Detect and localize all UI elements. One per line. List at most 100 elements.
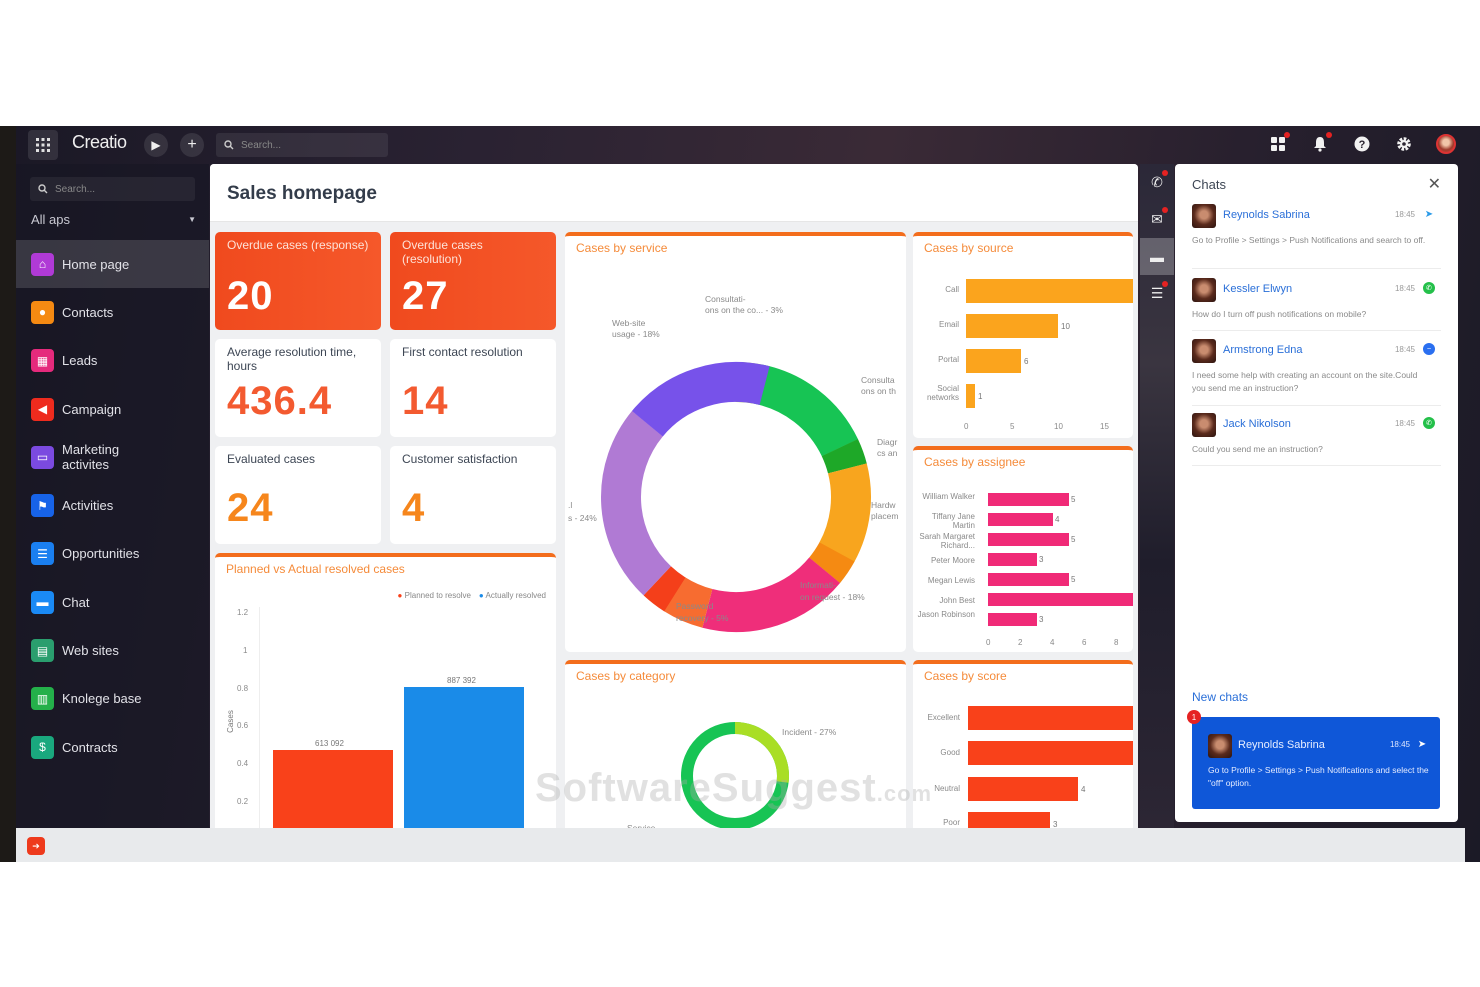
sidebar-item-label: Campaign [62, 401, 122, 417]
sidebar-item-marketing-activities[interactable]: ▭ Marketing activites [16, 433, 209, 481]
bar-excellent[interactable] [968, 706, 1133, 730]
svg-text:Hardw: Hardw [871, 500, 896, 510]
bar-social[interactable] [966, 384, 975, 408]
svg-text:Consultati-: Consultati- [705, 294, 746, 304]
feed-button[interactable]: ☰ [1140, 275, 1174, 312]
apps-selector-dropdown[interactable]: All aps ▼ [31, 212, 196, 227]
kpi-evaluated-cases[interactable]: Evaluated cases 24 [215, 446, 381, 544]
bar-poor[interactable] [968, 812, 1050, 828]
help-button[interactable]: ? [1352, 134, 1372, 154]
bar-actual[interactable] [404, 687, 524, 828]
bar-neutral[interactable] [968, 777, 1078, 801]
creatio-app-icon[interactable]: ➔ [27, 837, 45, 855]
apps-selector-label: All aps [31, 212, 71, 227]
kpi-value: 20 [227, 274, 274, 318]
sidebar-item-contacts[interactable]: ● Contacts [16, 288, 209, 336]
bar-assignee[interactable] [988, 593, 1133, 606]
sidebar-item-label: Leads [62, 353, 98, 369]
sidebar-search-input[interactable]: Search... [30, 177, 195, 201]
sidebar-item-label: Marketing activites [62, 442, 120, 473]
chat-list-item[interactable]: Armstrong Edna 18:45 ~ I need some help … [1192, 339, 1441, 406]
svg-text:Web-site: Web-site [612, 318, 646, 328]
global-search-input[interactable]: Search... [216, 133, 388, 157]
close-icon[interactable]: ✕ [1427, 176, 1441, 193]
svg-text:usage - 18%: usage - 18% [612, 329, 660, 339]
new-chat-card[interactable]: Reynolds Sabrina 18:45 ➤ Go to Profile >… [1192, 717, 1440, 809]
legend-item[interactable]: ● Planned to resolve [397, 591, 471, 600]
telegram-icon: ➤ [1417, 738, 1427, 750]
kpi-overdue-resolution[interactable]: Overdue cases (resolution) 27 [390, 232, 556, 330]
bar-email[interactable] [966, 314, 1058, 338]
chart-cases-by-score[interactable]: Cases by score Excellent Good Neutral Po… [913, 660, 1133, 828]
topbar-actions: ? [1268, 132, 1456, 154]
bar-assignee[interactable] [988, 613, 1037, 626]
bar-assignee[interactable] [988, 513, 1053, 526]
sidebar-item-opportunities[interactable]: ☰ Opportunities [16, 530, 209, 578]
flag-icon: ⚑ [31, 494, 54, 518]
bar-assignee[interactable] [988, 493, 1069, 506]
kpi-customer-satisfaction[interactable]: Customer satisfaction 4 [390, 446, 556, 544]
sidebar-item-label: Contracts [62, 739, 118, 755]
chat-list-item[interactable]: Reynolds Sabrina 18:45 ➤ Go to Profile >… [1192, 204, 1441, 269]
bar-value-label: 4 [1081, 785, 1086, 794]
app-switcher-button[interactable] [1268, 132, 1290, 154]
y-tick: Social networks [926, 384, 959, 402]
phone-button[interactable]: ✆ [1140, 164, 1174, 201]
sidebar-item-knowledge-base[interactable]: ▥ Knolege base [16, 675, 209, 723]
chart-cases-by-assignee[interactable]: Cases by assignee William Walker Tiffany… [913, 446, 1133, 652]
settings-button[interactable] [1394, 134, 1414, 154]
add-button[interactable]: + [180, 133, 204, 157]
sidebar-item-chat[interactable]: ▬ Chat [16, 578, 209, 626]
chat-list-item[interactable]: Jack Nikolson 18:45 ✆ Could you send me … [1192, 413, 1441, 466]
chart-cases-by-category[interactable]: Cases by category Incident - 27% Service [565, 660, 906, 828]
svg-text:Diagr: Diagr [877, 437, 897, 447]
chat-icon: ▬ [31, 590, 54, 614]
bar-assignee[interactable] [988, 533, 1069, 546]
chart-title: Cases by score [924, 669, 1007, 683]
sidebar-item-activities[interactable]: ⚑ Activities [16, 481, 209, 529]
y-tick: Excellent [927, 713, 960, 722]
svg-text:placem: placem [871, 511, 898, 521]
kpi-value: 4 [402, 486, 426, 530]
sidebar-item-home-page[interactable]: ⌂ Home page [16, 240, 209, 289]
user-avatar[interactable] [1436, 134, 1456, 154]
chart-cases-by-source[interactable]: Cases by source Call Email Portal Social… [913, 232, 1133, 438]
chat-avatar [1208, 734, 1232, 758]
bar-portal[interactable] [966, 349, 1021, 373]
chats-title: Chats [1192, 177, 1226, 192]
y-tick: 0.4 [237, 759, 249, 768]
sidebar-item-campaign[interactable]: ◀ Campaign [16, 385, 209, 433]
dashboard: Sales homepage Overdue cases (response) … [210, 164, 1138, 828]
notifications-button[interactable] [1310, 132, 1332, 154]
plus-icon: + [187, 136, 197, 153]
kpi-overdue-response[interactable]: Overdue cases (response) 20 [215, 232, 381, 330]
sidebar-item-web-sites[interactable]: ▤ Web sites [16, 626, 209, 674]
email-button[interactable]: ✉ [1140, 201, 1174, 238]
run-process-button[interactable]: ▶ [144, 133, 168, 157]
search-icon [224, 140, 234, 150]
chart-planned-vs-actual[interactable]: Planned vs Actual resolved cases ● Plann… [215, 553, 556, 828]
sidebar-item-leads[interactable]: ▦ Leads [16, 337, 209, 385]
chart-cases-by-service[interactable]: Cases by service Consultati- ons on [565, 232, 906, 652]
chart-title: Planned vs Actual resolved cases [226, 562, 405, 576]
kpi-avg-resolution-time[interactable]: Average resolution time, hours 436.4 [215, 339, 381, 437]
y-tick: 1 [243, 646, 248, 655]
kpi-first-contact-resolution[interactable]: First contact resolution 14 [390, 339, 556, 437]
sidebar-item-contracts[interactable]: $ Contracts [16, 723, 209, 771]
chat-list-item[interactable]: Kessler Elwyn 18:45 ✆ How do I turn off … [1192, 278, 1441, 331]
bar-value-label: 1 [978, 392, 983, 401]
apps-grid-button[interactable] [28, 130, 58, 160]
chat-time: 18:45 [1394, 284, 1415, 293]
chat-time: 18:45 [1389, 740, 1410, 749]
app-window: Creatio ▶ + Search... ? Search... All ap… [0, 126, 1480, 862]
bar-call[interactable] [966, 279, 1133, 303]
bar-planned[interactable] [273, 750, 393, 828]
app-logo[interactable]: Creatio [72, 132, 127, 152]
legend-item[interactable]: ● Actually resolved [478, 591, 546, 600]
kpi-label: Evaluated cases [227, 452, 316, 466]
bar-good[interactable] [968, 741, 1133, 765]
bar-value-label: 3 [1039, 555, 1044, 564]
bar-assignee[interactable] [988, 573, 1069, 586]
chat-button[interactable]: ▬ [1140, 238, 1174, 275]
bar-assignee[interactable] [988, 553, 1037, 566]
